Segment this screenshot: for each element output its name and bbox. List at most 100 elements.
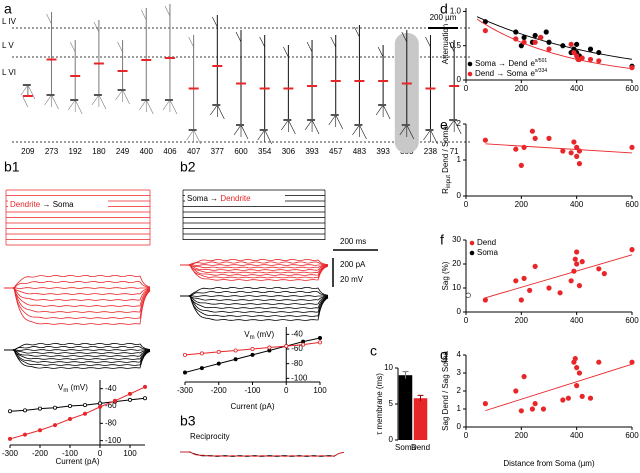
x-tick-label: 400 [570,316,584,325]
soma-site [22,84,31,86]
legend-marker [469,240,475,246]
iv-point [233,348,238,353]
soma-voltage-trace [4,345,151,351]
soma-site [212,104,221,106]
x-tick-label: 400 [570,431,584,440]
basal-dendrite [406,124,415,140]
x-tick-label: 0 [284,386,289,395]
basal-dendrite [311,119,320,135]
data-point [568,278,574,284]
y-axis-label-sub: m [250,335,255,341]
soma-voltage-trace [180,295,329,313]
iv-point [199,366,204,371]
recording-site [212,65,223,67]
data-point [629,144,635,150]
x-tick-label: 200 [515,316,529,325]
iv-point [216,361,221,366]
recording-site [117,70,128,72]
distance-label: 393 [376,147,390,156]
distance-label: 600 [234,147,248,156]
y-tick-label: 0.5 [450,41,462,50]
current-scale-label: 200 pA [340,260,366,269]
basal-dendrite [67,99,76,111]
y-axis-label-main: V [244,330,250,339]
legend-name: Soma [477,248,498,257]
data-point [565,395,571,401]
data-point [587,395,594,401]
y-tick-label: -80 [105,418,117,427]
basal-dendrite [145,99,154,115]
iv-point [301,342,306,347]
dendrite-voltage-trace [4,280,151,289]
recording-site [164,57,175,59]
fit-exponent: x/501 [535,58,547,64]
recording-site [259,87,270,90]
soma-site [425,129,434,131]
y-tick-label: 0 [457,191,462,200]
y-tick-label: 2 [457,386,462,395]
x-axis-label: Distance from Soma (µm) [503,459,595,468]
soma-site [449,119,458,121]
legend-label: Soma [477,248,498,257]
basal-dendrite [304,119,313,131]
data-point [513,36,519,42]
iv-point [199,351,204,356]
y-tick-label: -60 [291,344,303,353]
tuft-branch [306,41,313,53]
tuft-branch [425,36,431,48]
y-axis-label: Attenuation [441,24,450,64]
soma-site [46,94,55,96]
y-tick-label: 1 [457,155,462,164]
basal-dendrite [359,124,367,140]
basal-dendrite [20,84,29,96]
soma-site [70,99,79,101]
recording-site [307,85,318,87]
panel-label: b2 [180,159,196,175]
basal-dendrite [186,129,194,141]
distance-label: 400 [140,147,154,156]
panel-label: f [440,232,444,248]
dendrite-voltage-trace [180,264,329,281]
data-point [521,39,527,45]
fit-curve [476,16,633,60]
y-tick-label: 4 [457,350,462,359]
data-point [576,283,583,289]
data-point [576,161,583,167]
dendrite-voltage-trace [180,258,329,266]
iv-point [38,406,43,411]
data-point [521,275,527,282]
basal-dendrite [288,119,296,135]
iv-point [98,401,103,406]
data-point [513,388,519,394]
panel-label: e [440,117,448,133]
basal-dendrite [453,119,462,135]
data-point [596,58,602,64]
data-point [513,29,519,35]
tuft-branch [354,26,360,38]
iv-point [250,346,255,351]
data-point [579,259,585,265]
time-scale-label: 200 ms [340,237,366,246]
x-tick-label: 600 [625,84,639,93]
iv-point [83,411,88,416]
basal-dendrite [51,94,59,110]
recording-site [425,87,436,90]
soma-site [93,94,102,96]
recording-site [401,82,412,85]
soma-voltage-trace [4,349,151,357]
distance-label: 71 [450,147,459,156]
data-point [560,148,566,154]
recording-site [354,80,365,82]
y-tick-label: 10 [452,283,461,292]
iv-line [9,386,146,440]
recording-site [70,75,81,77]
soma-voltage-trace [4,349,151,354]
data-point [587,46,594,52]
basal-dendrite [91,94,100,106]
basal-dendrite [210,104,218,116]
iv-point [53,423,58,428]
iv-point [250,352,255,357]
x-axis-label: Current (pA) [55,457,99,466]
data-point [529,128,536,134]
distance-label: 180 [92,147,106,156]
